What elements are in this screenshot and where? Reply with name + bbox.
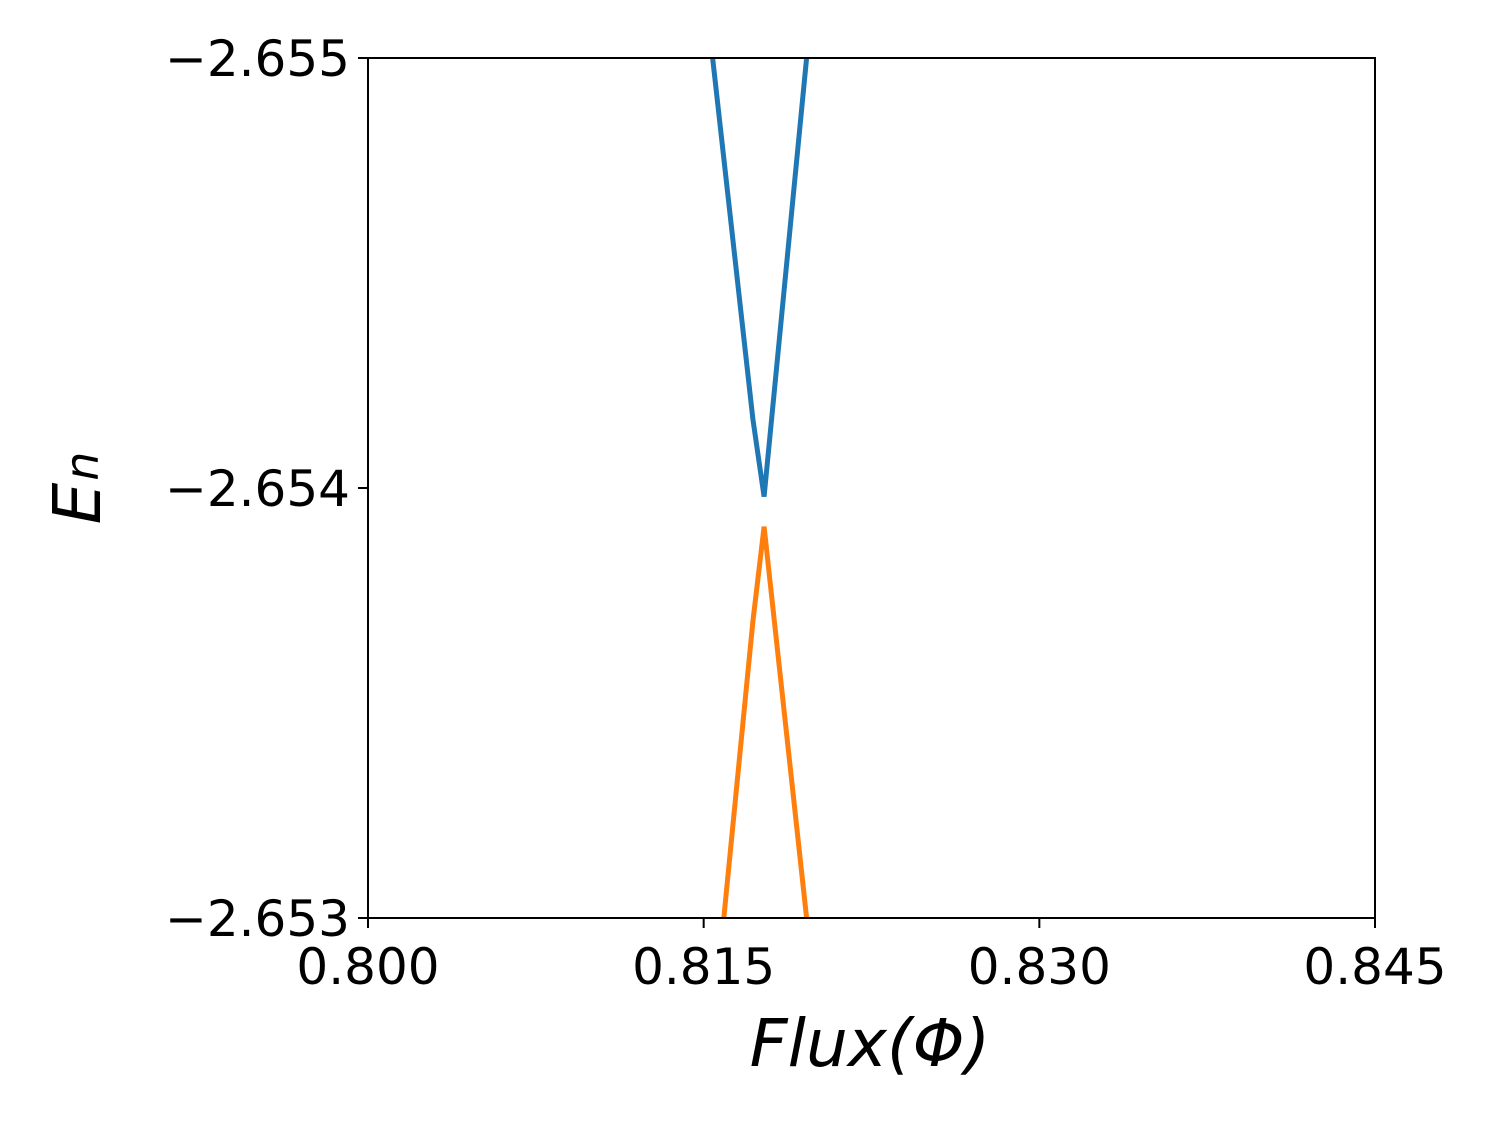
- x-tick-label: 0.845: [1303, 938, 1446, 996]
- y-axis-label-group: En: [39, 452, 116, 525]
- y-axis-label-main: E: [39, 482, 116, 524]
- x-axis-label: Flux(Φ): [750, 1005, 991, 1082]
- plot-frame: [367, 57, 1376, 919]
- line-series: [721, 526, 810, 918]
- x-tick-label: 0.800: [296, 938, 439, 996]
- y-axis-label-subscript: n: [55, 452, 109, 481]
- y-tick-label: −2.655: [165, 30, 350, 88]
- x-tick-label: 0.815: [632, 938, 775, 996]
- y-tick-label: −2.653: [165, 890, 350, 948]
- line-series: [710, 58, 810, 497]
- x-tick-label: 0.830: [968, 938, 1111, 996]
- y-tick-label: −2.654: [165, 460, 350, 518]
- y-axis-label: En: [39, 452, 116, 525]
